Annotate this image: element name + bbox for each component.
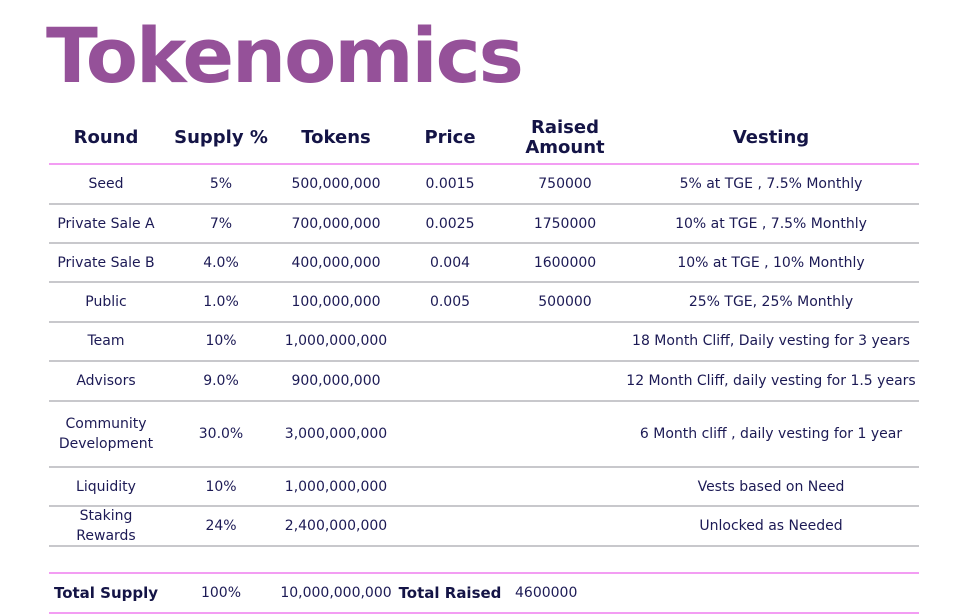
cell-price: 0.0025 xyxy=(425,216,475,232)
cell-price: 0.005 xyxy=(429,294,471,310)
cell-raised xyxy=(507,323,623,359)
total-raised-label: Total Raised xyxy=(398,584,502,602)
cell-round: Liquidity xyxy=(76,479,136,495)
cell-supply: 9.0% xyxy=(203,373,239,389)
cell-raised xyxy=(507,402,623,466)
header-vesting: Vesting xyxy=(732,127,810,148)
cell-vesting: 12 Month Cliff, daily vesting for 1.5 ye… xyxy=(626,373,916,389)
cell-supply: 24% xyxy=(205,518,237,534)
cell-round: Advisors xyxy=(76,373,136,389)
cell-round-line1: Community xyxy=(65,416,147,432)
cell-tokens: 700,000,000 xyxy=(291,216,381,232)
cell-tokens: 400,000,000 xyxy=(291,255,381,271)
row-divider xyxy=(49,281,919,283)
row-divider xyxy=(49,545,919,547)
header-supply: Supply % xyxy=(174,127,268,148)
cell-supply: 5% xyxy=(209,176,233,192)
table-row: Staking Rewards 24% 2,400,000,000 Unlock… xyxy=(49,507,919,545)
table-row: Liquidity 10% 1,000,000,000 Vests based … xyxy=(49,468,919,506)
total-tokens: 10,000,000,000 xyxy=(280,585,392,601)
row-divider xyxy=(49,321,919,323)
cell-round: Public xyxy=(85,294,127,310)
total-row: Total Supply 100% 10,000,000,000 Total R… xyxy=(49,574,919,612)
cell-vesting: 10% at TGE , 10% Monthly xyxy=(677,255,865,271)
cell-raised xyxy=(507,468,623,506)
cell-raised: 750000 xyxy=(538,176,592,192)
cell-tokens: 900,000,000 xyxy=(291,373,381,389)
table-header: Round Supply % Tokens Price Raised Amoun… xyxy=(49,113,919,163)
cell-round: Seed xyxy=(88,176,124,192)
cell-price xyxy=(393,362,507,400)
cell-supply: 30.0% xyxy=(198,426,244,442)
cell-raised: 1600000 xyxy=(533,255,597,271)
header-price: Price xyxy=(424,127,476,148)
cell-vesting: 18 Month Cliff, Daily vesting for 3 year… xyxy=(632,333,910,349)
row-divider xyxy=(49,360,919,362)
total-supply-label: Total Supply xyxy=(53,584,159,602)
table-row: Private Sale A 7% 700,000,000 0.0025 175… xyxy=(49,205,919,243)
total-raised-value: 4600000 xyxy=(515,585,578,601)
cell-price xyxy=(393,468,507,506)
row-divider xyxy=(49,505,919,507)
cell-supply: 4.0% xyxy=(203,255,239,271)
cell-price xyxy=(393,323,507,359)
total-top-divider xyxy=(49,572,919,574)
table-row: Public 1.0% 100,000,000 0.005 500000 25%… xyxy=(49,283,919,321)
table-row: Advisors 9.0% 900,000,000 12 Month Cliff… xyxy=(49,362,919,400)
cell-round: Staking Rewards xyxy=(76,508,136,544)
total-supply-percent: 100% xyxy=(200,585,242,601)
cell-round: Private Sale A xyxy=(57,216,155,232)
page-title: Tokenomics xyxy=(46,11,524,100)
header-divider xyxy=(49,163,919,165)
cell-vesting: Vests based on Need xyxy=(697,479,845,495)
cell-supply: 7% xyxy=(209,216,233,232)
cell-price: 0.0015 xyxy=(425,176,475,192)
cell-supply: 1.0% xyxy=(203,294,239,310)
table-row: Community Development 30.0% 3,000,000,00… xyxy=(49,402,919,466)
cell-vesting: 5% at TGE , 7.5% Monthly xyxy=(679,176,863,192)
cell-vesting: 6 Month cliff , daily vesting for 1 year xyxy=(639,426,903,442)
cell-round-line2: Development xyxy=(58,436,154,452)
cell-tokens: 3,000,000,000 xyxy=(284,426,388,442)
cell-round: Community Development xyxy=(49,402,163,466)
table-row: Team 10% 1,000,000,000 18 Month Cliff, D… xyxy=(49,323,919,359)
row-divider xyxy=(49,203,919,205)
header-raised-amount: Raised Amount xyxy=(507,113,623,163)
cell-tokens: 1,000,000,000 xyxy=(284,333,388,349)
cell-tokens: 2,400,000,000 xyxy=(284,518,388,534)
cell-tokens: 500,000,000 xyxy=(291,176,381,192)
cell-price xyxy=(393,402,507,466)
cell-raised xyxy=(507,362,623,400)
cell-supply: 10% xyxy=(205,333,237,349)
cell-raised: 1750000 xyxy=(533,216,597,232)
cell-price: 0.004 xyxy=(429,255,471,271)
cell-vesting: 10% at TGE , 7.5% Monthly xyxy=(675,216,867,232)
cell-supply: 10% xyxy=(205,479,237,495)
cell-tokens: 1,000,000,000 xyxy=(284,479,388,495)
header-raised-line2: Amount xyxy=(525,137,605,158)
cell-round: Team xyxy=(87,333,125,349)
table-row: Private Sale B 4.0% 400,000,000 0.004 16… xyxy=(49,244,919,282)
cell-price xyxy=(393,507,507,545)
header-raised-line1: Raised xyxy=(531,117,599,138)
total-bottom-divider xyxy=(49,612,919,614)
cell-raised: 500000 xyxy=(538,294,592,310)
row-divider xyxy=(49,466,919,468)
cell-raised xyxy=(507,507,623,545)
row-divider xyxy=(49,242,919,244)
cell-vesting: 25% TGE, 25% Monthly xyxy=(688,294,854,310)
header-tokens: Tokens xyxy=(301,127,371,148)
header-round: Round xyxy=(73,127,139,148)
cell-vesting: Unlocked as Needed xyxy=(699,518,843,534)
row-divider xyxy=(49,400,919,402)
cell-tokens: 100,000,000 xyxy=(291,294,381,310)
cell-round: Private Sale B xyxy=(57,255,155,271)
table-row: Seed 5% 500,000,000 0.0015 750000 5% at … xyxy=(49,165,919,203)
